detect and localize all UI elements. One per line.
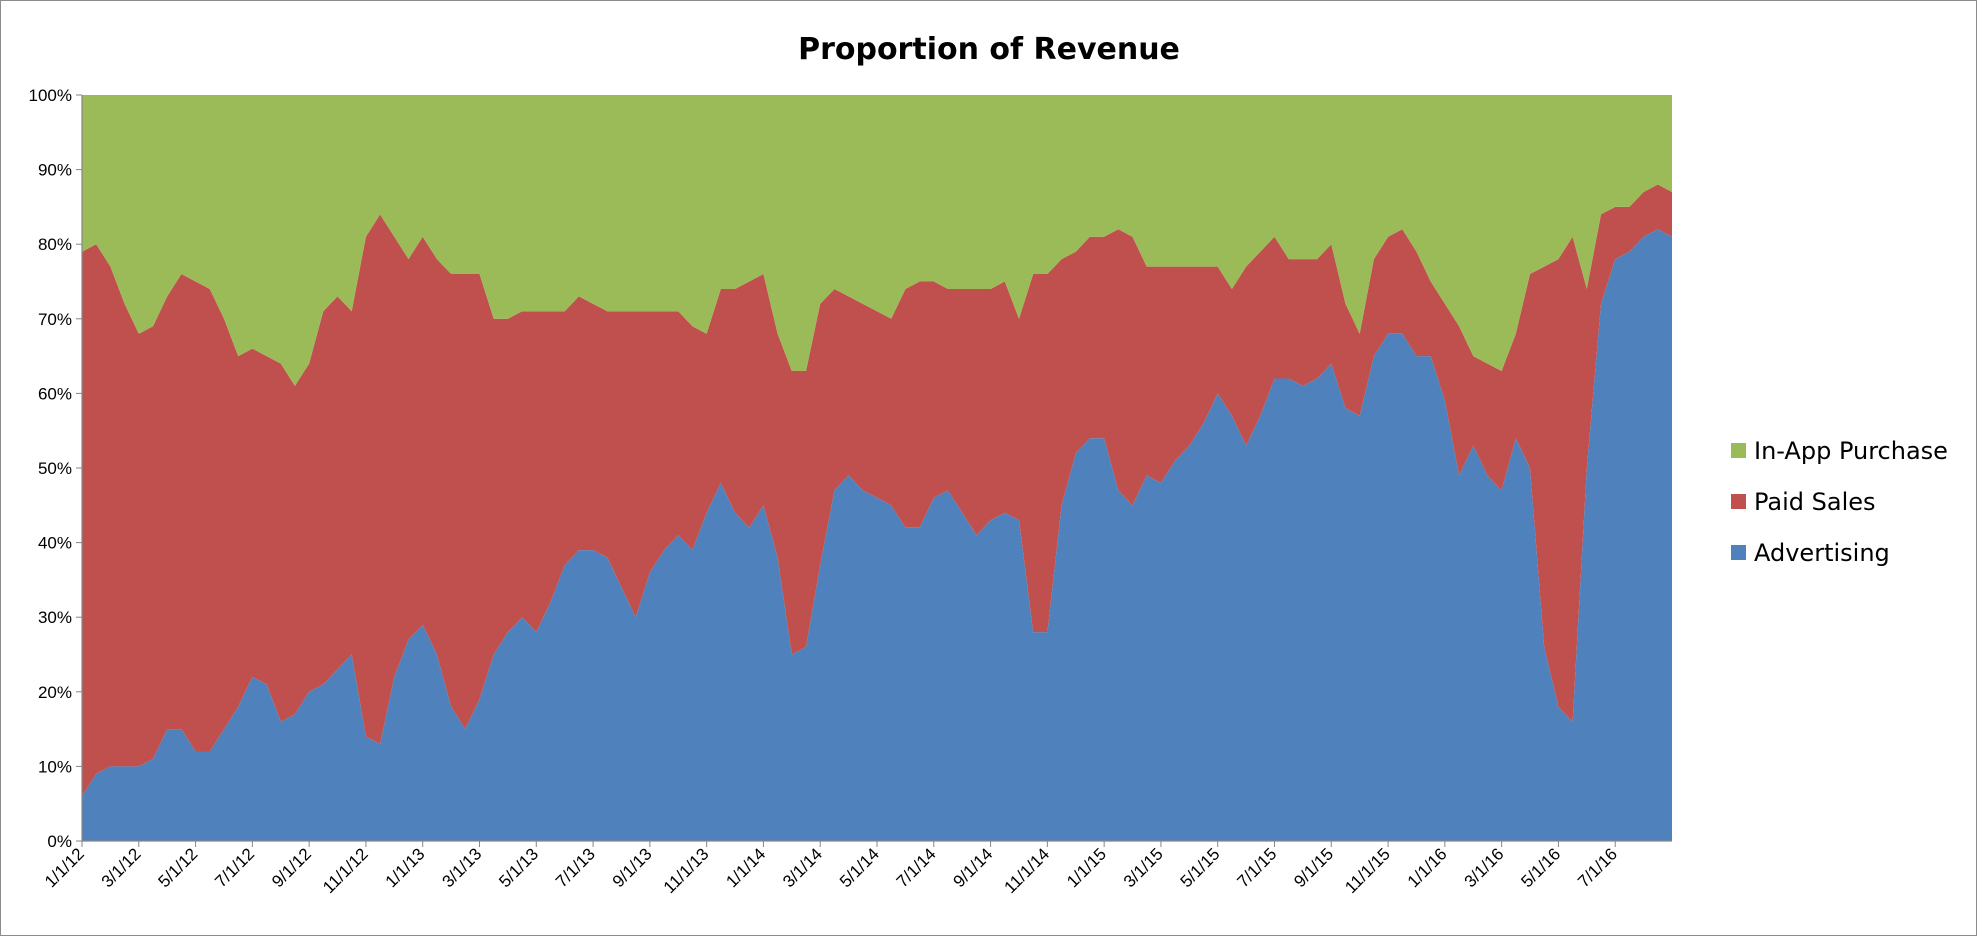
x-tick-label: 5/1/13: [495, 844, 542, 891]
area-series-group: [82, 95, 1672, 842]
legend-label-advertising: Advertising: [1754, 539, 1890, 567]
y-tick-label: 10%: [38, 757, 72, 776]
y-tick-label: 0%: [47, 832, 72, 851]
x-tick-label: 3/1/14: [779, 844, 826, 891]
x-tick-label: 9/1/12: [268, 844, 315, 891]
x-tick-label: 11/1/15: [1341, 844, 1394, 897]
x-tick-label: 1/1/14: [722, 844, 769, 891]
x-tick-label: 1/1/13: [382, 844, 429, 891]
y-tick-label: 80%: [38, 235, 72, 254]
x-tick-label: 5/1/15: [1177, 844, 1224, 891]
x-tick-label: 1/1/15: [1063, 844, 1110, 891]
x-tick-label: 1/1/16: [1404, 844, 1451, 891]
legend-swatch-paid-sales: [1731, 494, 1746, 509]
x-tick-label: 5/1/14: [836, 844, 883, 891]
x-tick-label: 3/1/13: [438, 844, 485, 891]
y-tick-label: 30%: [38, 608, 72, 627]
x-tick-label: 1/1/12: [41, 844, 88, 891]
in-app-purchase-area: [82, 95, 1672, 386]
x-tick-label: 11/1/14: [1001, 844, 1054, 897]
x-tick-label: 9/1/14: [950, 844, 997, 891]
x-tick-label: 5/1/12: [155, 844, 202, 891]
legend-label-paid-sales: Paid Sales: [1754, 488, 1876, 516]
x-tick-label: 7/1/12: [211, 844, 258, 891]
x-tick-label: 3/1/15: [1120, 844, 1167, 891]
legend: In-App Purchase Paid Sales Advertising: [1731, 437, 1948, 567]
chart-title: Proportion of Revenue: [798, 32, 1180, 67]
legend-swatch-in-app-purchase: [1731, 443, 1746, 458]
y-tick-label: 70%: [38, 310, 72, 329]
x-tick-label: 7/1/14: [893, 844, 940, 891]
x-tick-label: 7/1/13: [552, 844, 599, 891]
x-tick-label: 7/1/15: [1233, 844, 1280, 891]
y-tick-label: 50%: [38, 459, 72, 478]
y-tick-label: 90%: [38, 161, 72, 180]
x-tick-label: 7/1/16: [1574, 844, 1621, 891]
x-tick-label: 9/1/15: [1290, 844, 1337, 891]
x-tick-label: 9/1/13: [609, 844, 656, 891]
x-tick-label: 3/1/16: [1461, 844, 1508, 891]
legend-swatch-advertising: [1731, 545, 1746, 560]
x-tick-label: 11/1/12: [319, 844, 372, 897]
y-tick-label: 40%: [38, 534, 72, 553]
y-tick-label: 60%: [38, 384, 72, 403]
x-tick-label: 11/1/13: [660, 844, 713, 897]
y-tick-label: 100%: [29, 86, 72, 105]
x-tick-label: 3/1/12: [98, 844, 145, 891]
legend-label-in-app-purchase: In-App Purchase: [1754, 437, 1948, 465]
advertising-area: [82, 229, 1672, 842]
y-tick-label: 20%: [38, 683, 72, 702]
x-tick-label: 5/1/16: [1517, 844, 1564, 891]
paid-sales-area: [82, 184, 1672, 797]
